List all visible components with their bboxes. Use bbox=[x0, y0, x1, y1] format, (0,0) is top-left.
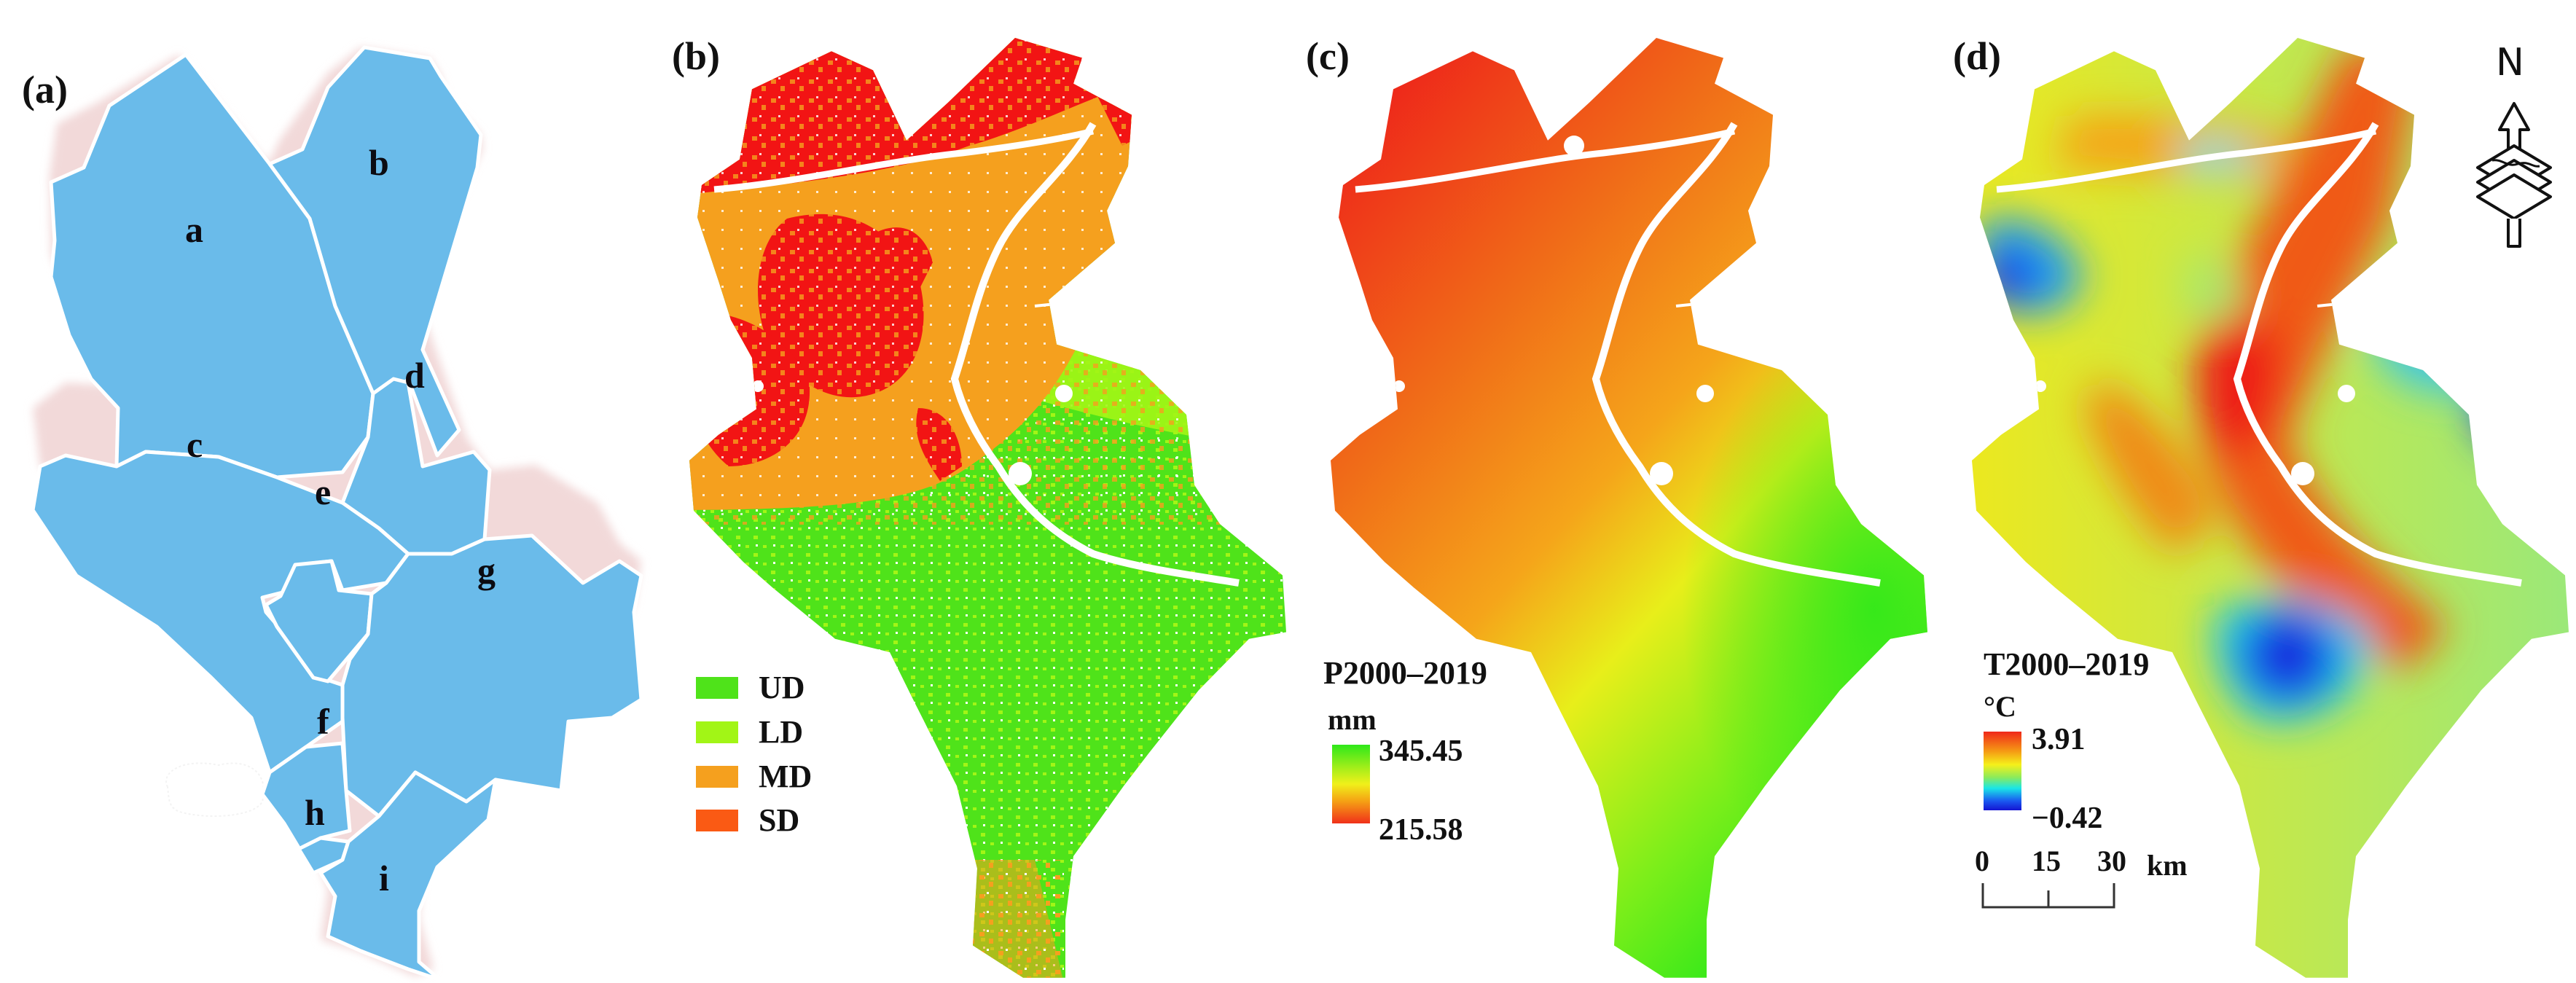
legend-label-md: MD bbox=[759, 759, 813, 794]
region-label-a: a bbox=[185, 209, 203, 250]
drought-degree-map bbox=[689, 38, 1286, 978]
precip-color-ramp bbox=[1332, 745, 1370, 823]
temp-unit: °C bbox=[1984, 690, 2016, 723]
region-a bbox=[49, 52, 375, 479]
panel-c: (c) P2000–2019 mm 345.45 215.58 bbox=[1297, 0, 1938, 983]
panel-d: (d) N T2000–2019 °C 3.91 −0.42 0 15 30 k… bbox=[1938, 0, 2576, 983]
region-label-c: c bbox=[187, 424, 203, 465]
region-e bbox=[264, 559, 374, 684]
legend-label-sd: SD bbox=[759, 802, 800, 838]
admin-regions-map bbox=[31, 45, 643, 983]
region-label-f: f bbox=[317, 701, 329, 742]
region-shapes bbox=[31, 45, 643, 983]
panel-a: (a) a b c d e g f h i bbox=[0, 0, 656, 983]
panel-label-a: (a) bbox=[22, 68, 68, 111]
precip-legend-title: P2000–2019 bbox=[1323, 655, 1487, 691]
temperature-raster bbox=[1972, 38, 2569, 978]
scale-unit: km bbox=[2147, 849, 2188, 882]
panel-label-d: (d) bbox=[1953, 34, 2001, 78]
legend-swatch-ud bbox=[696, 677, 738, 699]
precip-min-value: 215.58 bbox=[1379, 813, 1463, 847]
region-label-g: g bbox=[477, 550, 496, 591]
legend-swatch-md bbox=[696, 766, 738, 788]
region-b bbox=[267, 45, 483, 458]
legend-swatch-ld bbox=[696, 721, 738, 743]
region-c bbox=[31, 450, 410, 775]
temp-min-value: −0.42 bbox=[2032, 802, 2103, 835]
panel-label-c: (c) bbox=[1306, 34, 1350, 78]
region-label-b: b bbox=[369, 142, 389, 183]
legend-item-md: MD bbox=[696, 761, 812, 793]
region-g bbox=[340, 533, 643, 818]
temperature-map bbox=[1972, 38, 2569, 978]
precip-max-value: 345.45 bbox=[1379, 735, 1463, 768]
region-label-h: h bbox=[305, 792, 325, 833]
region-label-i: i bbox=[379, 858, 389, 898]
legend-item-ud: UD bbox=[696, 672, 805, 704]
scale-tick-30: 30 bbox=[2097, 845, 2126, 877]
region-label-e: e bbox=[315, 471, 332, 512]
region-label-d: d bbox=[404, 355, 425, 396]
legend-label-ld: LD bbox=[759, 714, 804, 750]
legend-item-ld: LD bbox=[696, 716, 803, 748]
faint-outline bbox=[165, 762, 265, 817]
temp-legend-title: T2000–2019 bbox=[1984, 646, 2150, 682]
legend-item-sd: SD bbox=[696, 804, 799, 837]
scale-tick-15: 15 bbox=[2032, 845, 2061, 877]
legend-label-ud: UD bbox=[759, 670, 805, 705]
region-f bbox=[260, 741, 352, 862]
scale-tick-0: 0 bbox=[1975, 845, 1989, 877]
legend-swatch-sd bbox=[696, 810, 738, 831]
precipitation-map bbox=[1331, 38, 1927, 978]
region-i bbox=[318, 770, 498, 983]
north-label: N bbox=[2496, 41, 2524, 85]
scale-bar bbox=[1981, 883, 2115, 909]
temp-max-value: 3.91 bbox=[2032, 723, 2086, 756]
north-arrow-icon bbox=[2476, 102, 2552, 248]
panel-label-b: (b) bbox=[672, 34, 720, 78]
panel-b: (b) UD LD MD SD bbox=[656, 0, 1297, 983]
precip-unit: mm bbox=[1328, 703, 1377, 736]
temp-color-ramp bbox=[1984, 732, 2021, 810]
